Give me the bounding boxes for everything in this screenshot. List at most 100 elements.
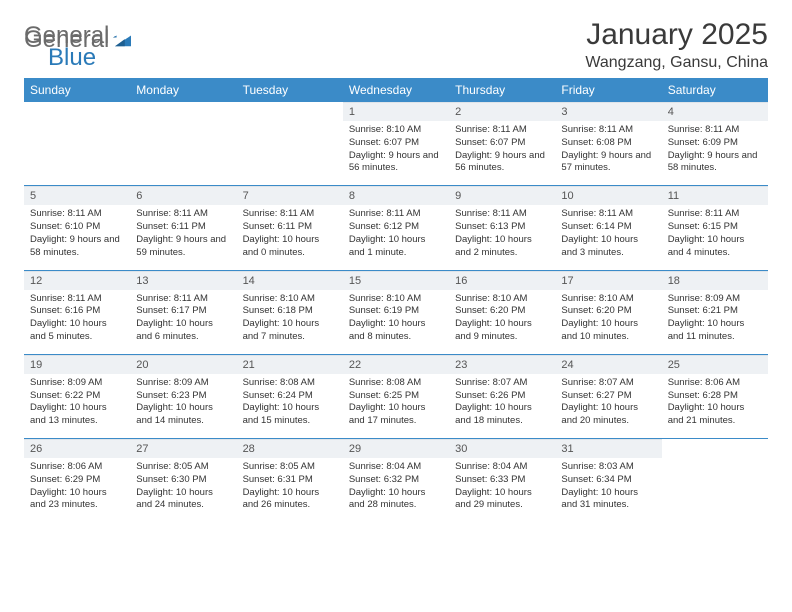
day-number: 18 bbox=[662, 271, 768, 290]
calendar-cell: 11Sunrise: 8:11 AMSunset: 6:15 PMDayligh… bbox=[662, 186, 768, 270]
calendar-cell: 16Sunrise: 8:10 AMSunset: 6:20 PMDayligh… bbox=[449, 270, 555, 354]
calendar-cell: 21Sunrise: 8:08 AMSunset: 6:24 PMDayligh… bbox=[237, 354, 343, 438]
day-number: 28 bbox=[237, 439, 343, 458]
calendar-table: SundayMondayTuesdayWednesdayThursdayFrid… bbox=[24, 78, 768, 522]
daylight-line: Daylight: 9 hours and 58 minutes. bbox=[30, 234, 124, 260]
daylight-line: Daylight: 10 hours and 23 minutes. bbox=[30, 487, 124, 513]
day-details: Sunrise: 8:11 AMSunset: 6:16 PMDaylight:… bbox=[24, 290, 130, 354]
daylight-line: Daylight: 9 hours and 59 minutes. bbox=[136, 234, 230, 260]
sunset-line: Sunset: 6:20 PM bbox=[455, 305, 549, 318]
day-details: Sunrise: 8:11 AMSunset: 6:10 PMDaylight:… bbox=[24, 205, 130, 269]
daylight-line: Daylight: 9 hours and 56 minutes. bbox=[349, 150, 443, 176]
sunset-line: Sunset: 6:33 PM bbox=[455, 474, 549, 487]
sunrise-line: Sunrise: 8:11 AM bbox=[668, 124, 762, 137]
sunrise-line: Sunrise: 8:11 AM bbox=[30, 208, 124, 221]
sunset-line: Sunset: 6:20 PM bbox=[561, 305, 655, 318]
sunrise-line: Sunrise: 8:06 AM bbox=[668, 377, 762, 390]
sunset-line: Sunset: 6:11 PM bbox=[136, 221, 230, 234]
sunrise-line: Sunrise: 8:11 AM bbox=[136, 293, 230, 306]
sunrise-line: Sunrise: 8:09 AM bbox=[30, 377, 124, 390]
calendar-cell: 4Sunrise: 8:11 AMSunset: 6:09 PMDaylight… bbox=[662, 102, 768, 186]
sunset-line: Sunset: 6:22 PM bbox=[30, 390, 124, 403]
calendar-head: SundayMondayTuesdayWednesdayThursdayFrid… bbox=[24, 78, 768, 102]
day-number: 10 bbox=[555, 186, 661, 205]
day-number: 26 bbox=[24, 439, 130, 458]
calendar-row: 12Sunrise: 8:11 AMSunset: 6:16 PMDayligh… bbox=[24, 270, 768, 354]
daylight-line: Daylight: 10 hours and 3 minutes. bbox=[561, 234, 655, 260]
calendar-cell: 18Sunrise: 8:09 AMSunset: 6:21 PMDayligh… bbox=[662, 270, 768, 354]
calendar-cell: 6Sunrise: 8:11 AMSunset: 6:11 PMDaylight… bbox=[130, 186, 236, 270]
daylight-line: Daylight: 10 hours and 14 minutes. bbox=[136, 402, 230, 428]
sunrise-line: Sunrise: 8:10 AM bbox=[349, 124, 443, 137]
sunset-line: Sunset: 6:17 PM bbox=[136, 305, 230, 318]
day-number: 20 bbox=[130, 355, 236, 374]
sunset-line: Sunset: 6:32 PM bbox=[349, 474, 443, 487]
calendar-cell: 17Sunrise: 8:10 AMSunset: 6:20 PMDayligh… bbox=[555, 270, 661, 354]
calendar-cell: 23Sunrise: 8:07 AMSunset: 6:26 PMDayligh… bbox=[449, 354, 555, 438]
daylight-line: Daylight: 10 hours and 21 minutes. bbox=[668, 402, 762, 428]
calendar-cell: 20Sunrise: 8:09 AMSunset: 6:23 PMDayligh… bbox=[130, 354, 236, 438]
sunrise-line: Sunrise: 8:05 AM bbox=[136, 461, 230, 474]
daylight-line: Daylight: 10 hours and 6 minutes. bbox=[136, 318, 230, 344]
calendar-cell: 24Sunrise: 8:07 AMSunset: 6:27 PMDayligh… bbox=[555, 354, 661, 438]
sunrise-line: Sunrise: 8:04 AM bbox=[349, 461, 443, 474]
sunrise-line: Sunrise: 8:08 AM bbox=[243, 377, 337, 390]
sunrise-line: Sunrise: 8:10 AM bbox=[455, 293, 549, 306]
daylight-line: Daylight: 9 hours and 58 minutes. bbox=[668, 150, 762, 176]
sunrise-line: Sunrise: 8:03 AM bbox=[561, 461, 655, 474]
daylight-line: Daylight: 10 hours and 17 minutes. bbox=[349, 402, 443, 428]
calendar-cell: 22Sunrise: 8:08 AMSunset: 6:25 PMDayligh… bbox=[343, 354, 449, 438]
day-details: Sunrise: 8:03 AMSunset: 6:34 PMDaylight:… bbox=[555, 458, 661, 522]
day-number: 5 bbox=[24, 186, 130, 205]
sunset-line: Sunset: 6:18 PM bbox=[243, 305, 337, 318]
title-block: January 2025 Wangzang, Gansu, China bbox=[585, 18, 768, 72]
day-details: Sunrise: 8:04 AMSunset: 6:33 PMDaylight:… bbox=[449, 458, 555, 522]
day-details: Sunrise: 8:08 AMSunset: 6:25 PMDaylight:… bbox=[343, 374, 449, 438]
day-number: 15 bbox=[343, 271, 449, 290]
day-number: 19 bbox=[24, 355, 130, 374]
day-details: Sunrise: 8:09 AMSunset: 6:22 PMDaylight:… bbox=[24, 374, 130, 438]
calendar-row: 1Sunrise: 8:10 AMSunset: 6:07 PMDaylight… bbox=[24, 102, 768, 186]
day-number: 1 bbox=[343, 102, 449, 121]
day-number: 3 bbox=[555, 102, 661, 121]
sunrise-line: Sunrise: 8:11 AM bbox=[455, 208, 549, 221]
day-number: 4 bbox=[662, 102, 768, 121]
calendar-cell bbox=[24, 102, 130, 186]
sunset-line: Sunset: 6:27 PM bbox=[561, 390, 655, 403]
logo-word-blue: Blue bbox=[48, 44, 96, 72]
calendar-row: 26Sunrise: 8:06 AMSunset: 6:29 PMDayligh… bbox=[24, 439, 768, 523]
day-details: Sunrise: 8:11 AMSunset: 6:11 PMDaylight:… bbox=[130, 205, 236, 269]
calendar-cell: 29Sunrise: 8:04 AMSunset: 6:32 PMDayligh… bbox=[343, 439, 449, 523]
sunrise-line: Sunrise: 8:06 AM bbox=[30, 461, 124, 474]
daylight-line: Daylight: 10 hours and 5 minutes. bbox=[30, 318, 124, 344]
sunset-line: Sunset: 6:34 PM bbox=[561, 474, 655, 487]
day-details: Sunrise: 8:08 AMSunset: 6:24 PMDaylight:… bbox=[237, 374, 343, 438]
day-details: Sunrise: 8:06 AMSunset: 6:28 PMDaylight:… bbox=[662, 374, 768, 438]
sunrise-line: Sunrise: 8:11 AM bbox=[30, 293, 124, 306]
calendar-cell bbox=[662, 439, 768, 523]
calendar-cell: 31Sunrise: 8:03 AMSunset: 6:34 PMDayligh… bbox=[555, 439, 661, 523]
day-details: Sunrise: 8:10 AMSunset: 6:19 PMDaylight:… bbox=[343, 290, 449, 354]
sunset-line: Sunset: 6:28 PM bbox=[668, 390, 762, 403]
day-details: Sunrise: 8:11 AMSunset: 6:14 PMDaylight:… bbox=[555, 205, 661, 269]
sunrise-line: Sunrise: 8:10 AM bbox=[349, 293, 443, 306]
day-details: Sunrise: 8:11 AMSunset: 6:15 PMDaylight:… bbox=[662, 205, 768, 269]
day-header: Friday bbox=[555, 78, 661, 102]
calendar-cell: 27Sunrise: 8:05 AMSunset: 6:30 PMDayligh… bbox=[130, 439, 236, 523]
day-details: Sunrise: 8:10 AMSunset: 6:18 PMDaylight:… bbox=[237, 290, 343, 354]
sunset-line: Sunset: 6:31 PM bbox=[243, 474, 337, 487]
calendar-cell: 3Sunrise: 8:11 AMSunset: 6:08 PMDaylight… bbox=[555, 102, 661, 186]
calendar-cell: 30Sunrise: 8:04 AMSunset: 6:33 PMDayligh… bbox=[449, 439, 555, 523]
day-details: Sunrise: 8:11 AMSunset: 6:11 PMDaylight:… bbox=[237, 205, 343, 269]
sunset-line: Sunset: 6:30 PM bbox=[136, 474, 230, 487]
day-details: Sunrise: 8:10 AMSunset: 6:20 PMDaylight:… bbox=[449, 290, 555, 354]
sunset-line: Sunset: 6:29 PM bbox=[30, 474, 124, 487]
day-number: 25 bbox=[662, 355, 768, 374]
sunset-line: Sunset: 6:13 PM bbox=[455, 221, 549, 234]
daylight-line: Daylight: 10 hours and 26 minutes. bbox=[243, 487, 337, 513]
daylight-line: Daylight: 10 hours and 29 minutes. bbox=[455, 487, 549, 513]
day-number: 27 bbox=[130, 439, 236, 458]
sunrise-line: Sunrise: 8:11 AM bbox=[243, 208, 337, 221]
sunrise-line: Sunrise: 8:11 AM bbox=[349, 208, 443, 221]
day-number: 21 bbox=[237, 355, 343, 374]
